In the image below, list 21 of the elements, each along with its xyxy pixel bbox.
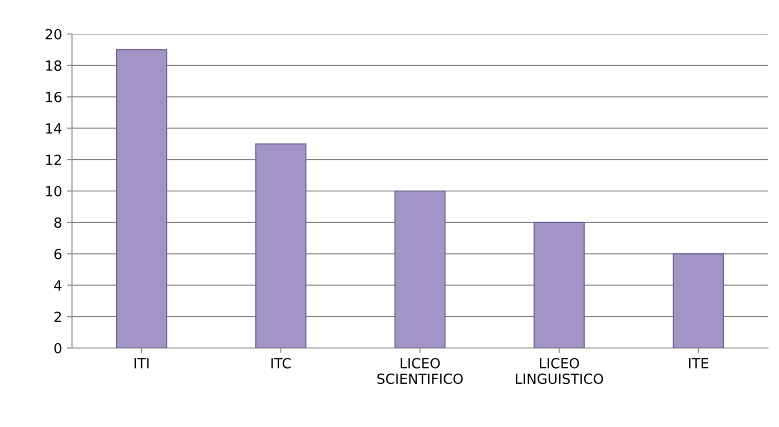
bar xyxy=(534,222,585,348)
x-tick-label: ITI xyxy=(134,358,149,368)
y-tick-label: 8 xyxy=(54,217,62,228)
x-tick-label: LICEO LINGUISTICO xyxy=(516,358,604,384)
y-tick-label: 18 xyxy=(46,60,62,71)
x-tick-label: ITE xyxy=(689,358,708,368)
x-tick-label: ITC xyxy=(271,358,291,368)
y-tick-label: 4 xyxy=(54,280,62,290)
x-tick-label: LICEO SCIENTIFICO xyxy=(377,358,463,384)
bar xyxy=(116,49,168,348)
bar xyxy=(255,143,306,348)
y-tick-label: 20 xyxy=(46,28,62,40)
y-tick-label: 14 xyxy=(46,123,62,134)
y-tick-label: 0 xyxy=(54,342,62,354)
bar xyxy=(394,190,446,348)
y-tick-label: 16 xyxy=(46,92,62,102)
y-tick-label: 12 xyxy=(46,154,61,165)
y-tick-label: 10 xyxy=(46,186,62,196)
y-tick-label: 6 xyxy=(54,248,62,260)
y-tick-label: 2 xyxy=(54,312,61,322)
bar xyxy=(672,253,724,348)
